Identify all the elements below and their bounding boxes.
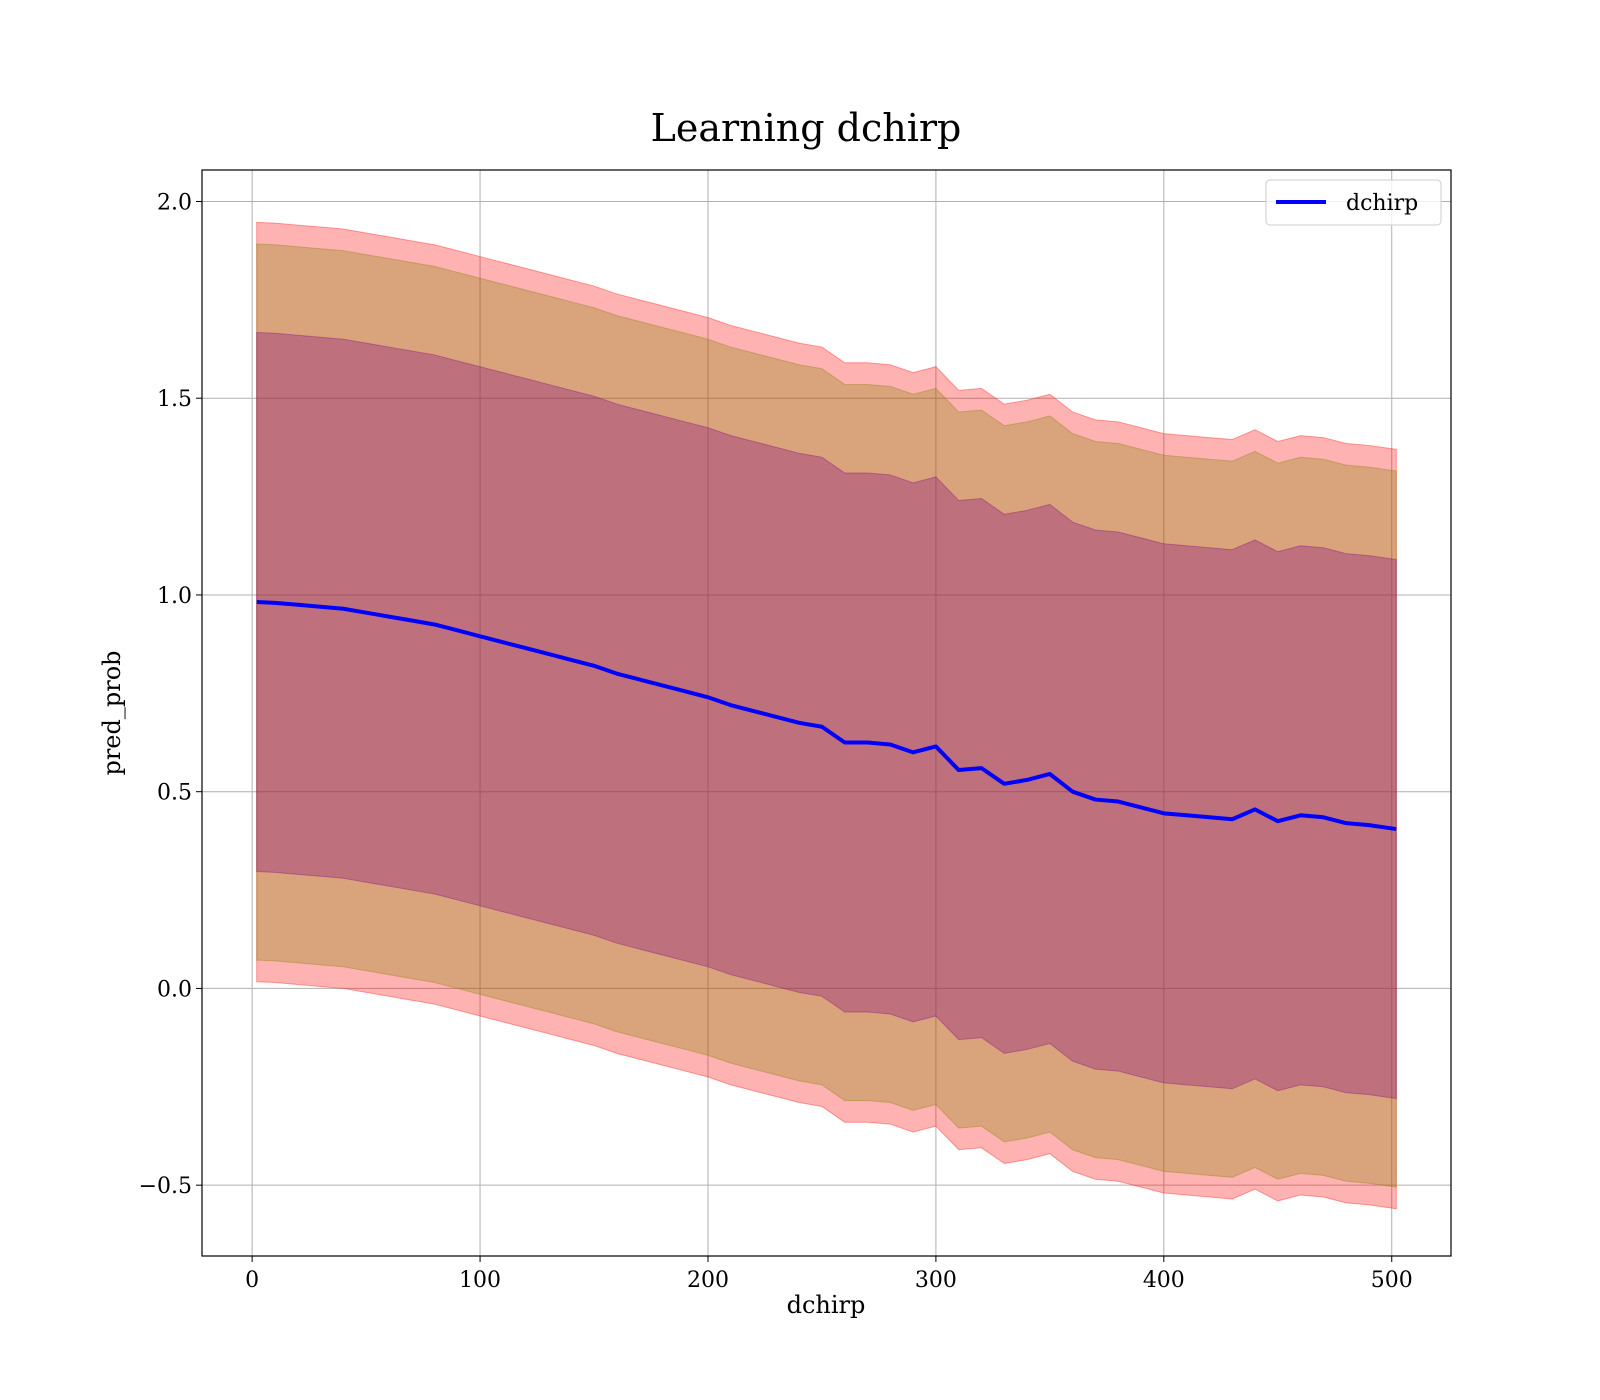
y-tick-label-4: 1.5 bbox=[157, 387, 192, 412]
plot-frame bbox=[201, 169, 1452, 1257]
grid bbox=[202, 170, 1451, 1256]
chart-title: Learning dchirp bbox=[651, 106, 962, 150]
x-tick-label-3: 300 bbox=[915, 1268, 957, 1293]
x-tick-label-5: 500 bbox=[1371, 1268, 1413, 1293]
legend-entry-dchirp: dchirp bbox=[1346, 191, 1418, 216]
band-sigma-3 bbox=[256, 221, 1397, 1210]
y-tick-label-1: 0.0 bbox=[157, 977, 192, 1002]
y-tick-label-0: −0.5 bbox=[139, 1174, 192, 1199]
x-tick-label-0: 0 bbox=[245, 1268, 259, 1293]
x-axis-ticks: 0 100 200 300 400 500 bbox=[245, 1256, 1413, 1293]
x-tick-label-4: 400 bbox=[1143, 1268, 1185, 1293]
x-tick-label-2: 200 bbox=[687, 1268, 729, 1293]
band-sigma-2 bbox=[256, 243, 1397, 1188]
series-line-dchirp bbox=[256, 600, 1397, 832]
legend: dchirp bbox=[1265, 179, 1442, 226]
series-lines bbox=[256, 600, 1397, 832]
y-axis-label: pred_prob bbox=[98, 650, 126, 775]
y-tick-label-2: 0.5 bbox=[157, 781, 192, 806]
y-tick-label-3: 1.0 bbox=[157, 584, 192, 609]
x-axis-label: dchirp bbox=[787, 1291, 866, 1319]
band-sigma-1 bbox=[256, 331, 1397, 1100]
legend-box bbox=[1265, 179, 1442, 226]
y-tick-label-5: 2.0 bbox=[157, 190, 192, 215]
confidence-bands bbox=[256, 221, 1397, 1210]
y-axis-ticks: −0.5 0.0 0.5 1.0 1.5 2.0 bbox=[139, 190, 202, 1199]
x-tick-label-1: 100 bbox=[459, 1268, 501, 1293]
